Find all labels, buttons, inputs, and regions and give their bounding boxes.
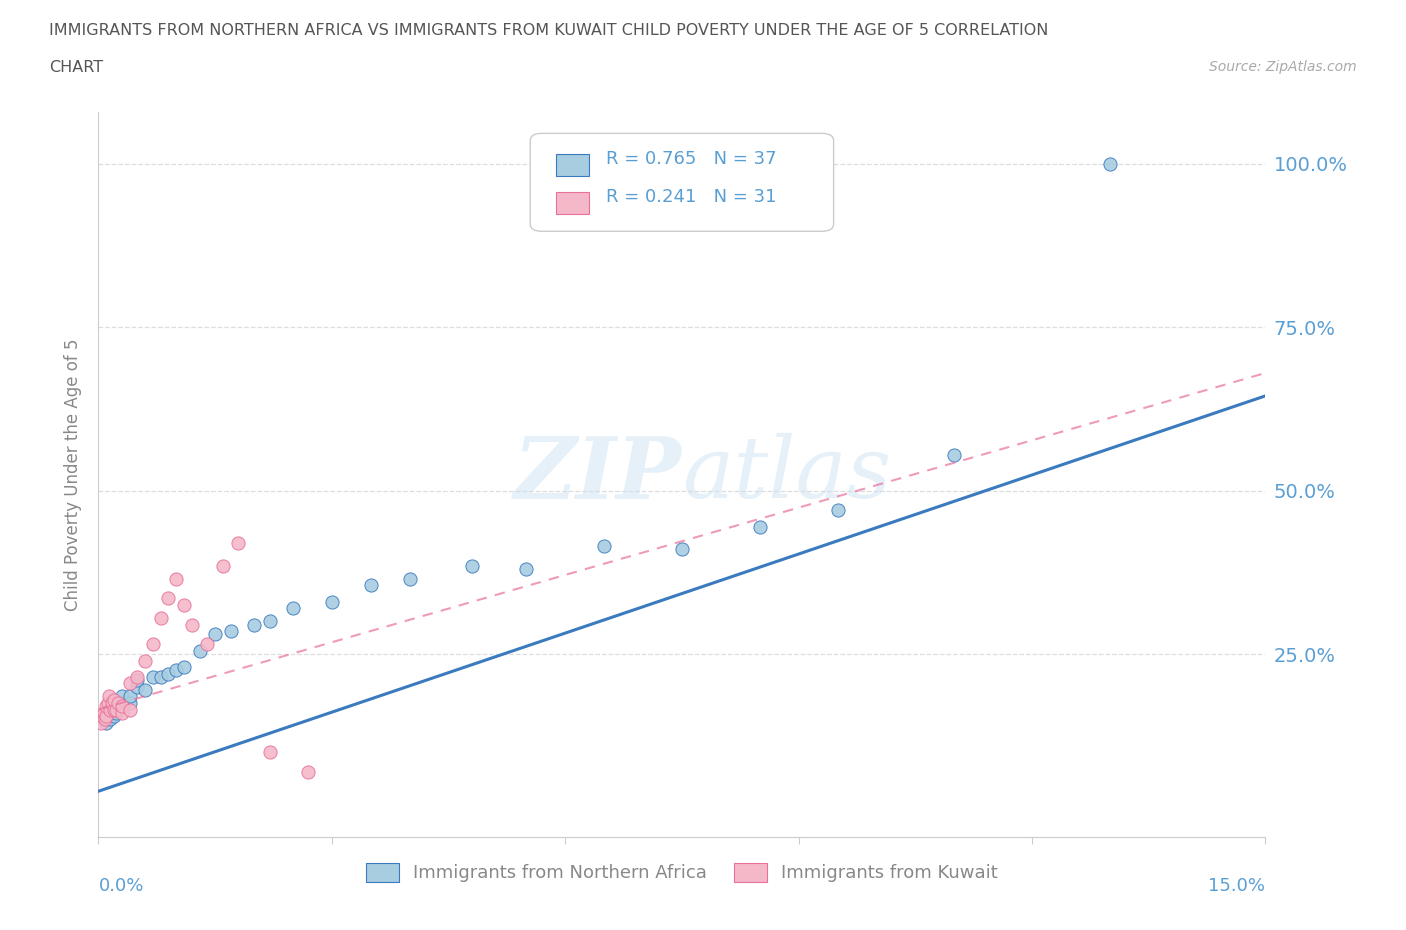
Point xyxy=(173,659,195,674)
Point xyxy=(515,562,537,577)
Text: 0.0%: 0.0% xyxy=(98,877,143,895)
Point xyxy=(173,598,195,613)
FancyBboxPatch shape xyxy=(555,193,589,215)
Point xyxy=(461,558,484,573)
Point xyxy=(97,705,120,720)
Point xyxy=(593,538,616,553)
Point xyxy=(149,670,172,684)
Text: atlas: atlas xyxy=(682,433,891,515)
Text: Source: ZipAtlas.com: Source: ZipAtlas.com xyxy=(1209,60,1357,74)
Point xyxy=(118,689,141,704)
Point xyxy=(93,709,115,724)
Point xyxy=(827,503,849,518)
Point xyxy=(127,670,149,684)
Point xyxy=(118,696,141,711)
Point xyxy=(90,715,112,730)
Point xyxy=(103,702,125,717)
Point xyxy=(134,683,156,698)
Point xyxy=(93,712,115,727)
Point xyxy=(1098,156,1121,171)
Point xyxy=(101,696,124,711)
Point xyxy=(111,696,134,711)
Point xyxy=(111,689,134,704)
Point xyxy=(97,696,120,711)
Point xyxy=(204,627,226,642)
FancyBboxPatch shape xyxy=(530,133,834,232)
Point xyxy=(188,644,211,658)
Point xyxy=(93,705,115,720)
Point xyxy=(180,618,202,632)
Point xyxy=(118,702,141,717)
Point xyxy=(157,666,180,681)
Point xyxy=(96,698,118,713)
Point xyxy=(96,709,118,724)
Point xyxy=(142,637,165,652)
Point xyxy=(297,764,319,779)
Point xyxy=(671,542,693,557)
Legend: Immigrants from Northern Africa, Immigrants from Kuwait: Immigrants from Northern Africa, Immigra… xyxy=(359,856,1005,890)
Point xyxy=(104,702,127,717)
Point xyxy=(281,601,304,616)
Point xyxy=(157,591,180,606)
Point xyxy=(149,611,172,626)
Point xyxy=(104,705,127,720)
Y-axis label: Child Poverty Under the Age of 5: Child Poverty Under the Age of 5 xyxy=(65,338,83,611)
Point xyxy=(98,702,121,717)
Point xyxy=(107,696,129,711)
Text: IMMIGRANTS FROM NORTHERN AFRICA VS IMMIGRANTS FROM KUWAIT CHILD POVERTY UNDER TH: IMMIGRANTS FROM NORTHERN AFRICA VS IMMIG… xyxy=(49,23,1049,38)
Point xyxy=(98,712,121,727)
Point xyxy=(91,709,114,724)
Point xyxy=(127,679,149,694)
Point xyxy=(360,578,382,592)
Point xyxy=(103,709,125,724)
Text: R = 0.765   N = 37: R = 0.765 N = 37 xyxy=(606,150,776,167)
Point xyxy=(219,624,242,639)
Point xyxy=(398,571,420,586)
Point xyxy=(195,637,218,652)
Point xyxy=(748,519,770,534)
Text: CHART: CHART xyxy=(49,60,103,75)
Point xyxy=(321,594,343,609)
Point xyxy=(259,614,281,629)
Text: ZIP: ZIP xyxy=(515,432,682,516)
Point xyxy=(228,536,250,551)
Point xyxy=(165,571,187,586)
Text: 15.0%: 15.0% xyxy=(1208,877,1265,895)
Point xyxy=(259,745,281,760)
Text: R = 0.241   N = 31: R = 0.241 N = 31 xyxy=(606,188,776,206)
Point xyxy=(943,447,966,462)
Point xyxy=(212,558,235,573)
Point xyxy=(96,715,118,730)
Point xyxy=(97,689,120,704)
Point xyxy=(111,705,134,720)
Point xyxy=(243,618,266,632)
Point xyxy=(134,653,156,668)
Point xyxy=(107,698,129,713)
Point xyxy=(142,670,165,684)
Point xyxy=(118,676,141,691)
FancyBboxPatch shape xyxy=(555,153,589,176)
Point xyxy=(165,663,187,678)
Point xyxy=(101,702,124,717)
Point xyxy=(127,672,149,687)
Point xyxy=(103,692,125,707)
Point xyxy=(111,698,134,713)
